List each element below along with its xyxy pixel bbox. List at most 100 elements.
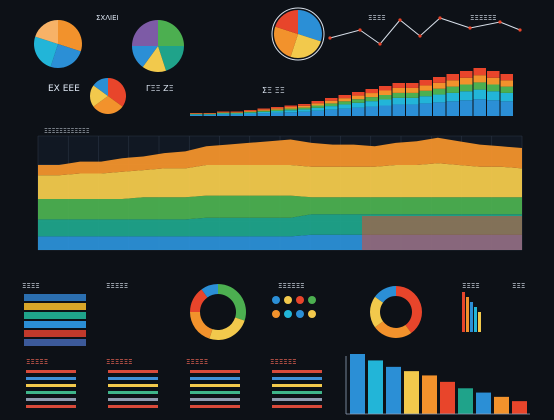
top-bar-2-band-3 [217,112,230,113]
bottom-dot-1 [284,296,292,304]
top-bar-12-band-1 [352,102,365,108]
pie-top-left-slice-1 [50,44,81,68]
bottom-bar-0 [350,354,365,414]
top-bar-17-band-3 [419,85,432,91]
list-0-row-1 [26,377,76,380]
top-bar-7-band-3 [284,107,297,109]
top-bar-9-band-0 [311,110,324,116]
top-bar-8-band-0 [298,111,311,116]
bottom-left-tile-3 [24,321,86,328]
top-bar-9-band-2 [311,105,324,108]
top-bar-21-band-4 [473,68,486,76]
top-bar-16-band-3 [406,87,419,93]
top-bar-4-band-3 [244,110,257,112]
list-0-row-3 [26,391,76,394]
top-bar-11-band-2 [338,101,351,105]
list-2-row-5 [190,405,240,408]
pie-mid-left-slice-1 [93,96,123,115]
top-bar-1-band-0 [203,114,216,116]
top-bar-6-band-0 [271,112,284,116]
top-sparkline-point-1 [358,28,362,32]
label-top-left: ΣΧΛΙΕΙ [96,14,119,22]
top-bar-17-band-1 [419,96,432,104]
top-bar-18-band-1 [433,94,446,103]
donut-bottom-left-slice-4 [201,284,218,298]
list-2-row-2 [190,384,240,387]
top-bar-13-band-4 [365,89,378,94]
bottom-dot-5 [284,310,292,318]
top-bar-3-band-1 [230,113,243,115]
top-bar-23-band-2 [500,86,513,93]
bottom-right-bar-4 [478,312,481,332]
pie-mid-left-slice-2 [89,85,108,107]
pie-top-left-slice-2 [34,36,58,67]
donut-bottom-right-slice-3 [374,286,396,303]
top-bar-12-band-3 [352,95,365,100]
pie-top-right-slice-1 [290,34,321,58]
pie-top-center-slice-3 [132,46,158,68]
list-1-row-1 [108,377,158,380]
label-list-d: ΞΞΞΞΞΞ [270,358,297,366]
top-bar-23-band-0 [500,101,513,116]
top-bar-13-band-2 [365,97,378,102]
bottom-right-bar-3 [474,307,477,332]
bottom-dot-3 [308,296,316,304]
top-bar-22-band-3 [487,77,500,85]
area-series-4 [38,137,522,176]
list-2-row-1 [190,377,240,380]
top-bar-3-band-2 [230,112,243,114]
area-series-2 [38,195,522,220]
top-bar-12-band-4 [352,92,365,96]
donut-bottom-left-slice-3 [190,289,208,312]
top-bar-16-band-0 [406,104,419,116]
top-bar-2-band-4 [217,111,230,113]
label-mid-left-a: EX EEE [48,84,80,94]
top-bar-11-band-1 [338,104,351,109]
top-bar-14-band-4 [379,86,392,91]
bottom-bar-8 [494,396,509,414]
label-mid-center: ΣΞ ΞΞ [262,86,285,95]
bottom-right-bar-0 [462,292,465,332]
top-bar-18-band-3 [433,82,446,89]
top-bar-15-band-3 [392,87,405,93]
list-3-row-2 [272,384,322,387]
bottom-dot-7 [308,310,316,318]
area-red-overlay [362,216,522,250]
top-sparkline-point-0 [328,36,332,40]
label-bottom-d: ΞΞΞΞ [462,282,480,290]
top-bar-12-band-2 [352,99,365,103]
label-area-chart-title: ΞΞΞΞΞΞΞΞΞΞΞΞ [44,128,90,135]
bottom-dot-0 [272,296,280,304]
top-bar-7-band-4 [284,105,297,108]
top-bar-16-band-4 [406,83,419,88]
list-3-row-5 [272,405,322,408]
top-bar-17-band-0 [419,103,432,116]
top-bar-17-band-2 [419,90,432,97]
top-bar-21-band-1 [473,89,486,100]
bottom-left-tile-1 [24,303,86,310]
top-sparkline-point-8 [518,28,522,32]
top-bar-21-band-2 [473,82,486,90]
label-list-b: ΞΞΞΞΞΞ [106,358,133,366]
top-bar-5-band-4 [257,108,270,110]
top-sparkline-point-3 [398,18,402,22]
list-2-row-4 [190,398,240,401]
list-3-row-0 [272,370,322,373]
list-0-row-5 [26,405,76,408]
top-bar-19-band-0 [446,101,459,116]
top-bar-7-band-2 [284,108,297,111]
top-bar-20-band-3 [460,77,473,85]
bottom-dot-4 [272,310,280,318]
bottom-dot-6 [296,310,304,318]
top-bar-15-band-1 [392,97,405,105]
bottom-left-tile-4 [24,330,86,337]
top-bar-11-band-4 [338,95,351,99]
list-1-row-4 [108,398,158,401]
top-sparkline-point-2 [378,42,382,46]
top-bar-20-band-4 [460,71,473,78]
label-top-right-a: ΞΞΞΞ [368,14,386,22]
top-bar-14-band-3 [379,90,392,95]
top-bar-19-band-1 [446,92,459,102]
top-bar-2-band-2 [217,112,230,114]
